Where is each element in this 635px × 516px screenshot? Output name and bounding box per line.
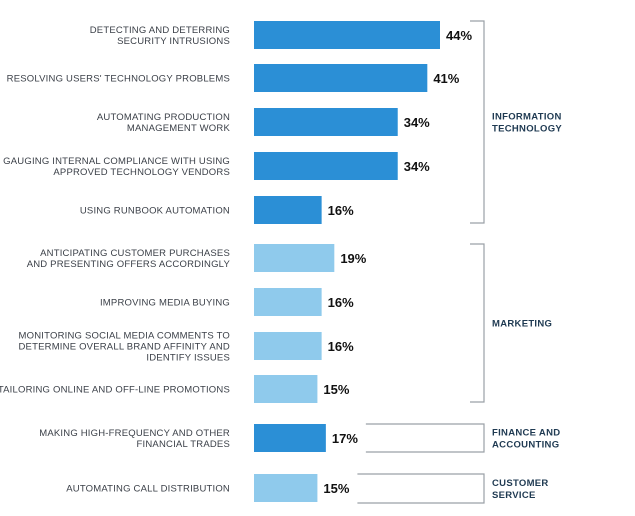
group-label-finance: ACCOUNTING	[492, 440, 559, 451]
category-label: RESOLVING USERS' TECHNOLOGY PROBLEMS	[7, 74, 230, 85]
category-label: AUTOMATING PRODUCTION	[97, 112, 230, 123]
category-label: IMPROVING MEDIA BUYING	[100, 298, 230, 309]
bar-automating-call-distribution	[254, 474, 318, 502]
value-label: 17%	[332, 431, 358, 446]
bar-gauging-internal-compliance-with-using-a	[254, 152, 398, 180]
category-label: AND PRESENTING OFFERS ACCORDINGLY	[27, 259, 231, 270]
bar-resolving-users-technology-problems	[254, 64, 428, 92]
group-label-finance: FINANCE AND	[492, 428, 560, 439]
category-label: MAKING HIGH-FREQUENCY AND OTHER	[39, 428, 230, 439]
group-label-marketing: MARKETING	[492, 319, 552, 330]
category-label: FINANCIAL TRADES	[137, 439, 230, 450]
category-label: TAILORING ONLINE AND OFF-LINE PROMOTIONS	[0, 385, 230, 396]
bar-using-runbook-automation	[254, 196, 322, 224]
group-bracket-it	[470, 20, 485, 224]
bar-improving-media-buying	[254, 288, 322, 316]
value-label: 34%	[404, 115, 430, 130]
bar-tailoring-online-and-off-line-promotions	[254, 375, 318, 403]
category-label: MANAGEMENT WORK	[127, 123, 231, 134]
category-label: IDENTIFY ISSUES	[146, 353, 230, 364]
bar-making-high-frequency-and-other-financia	[254, 424, 326, 452]
category-label: APPROVED TECHNOLOGY VENDORS	[53, 167, 230, 178]
group-bracket-customer-service	[357, 473, 485, 504]
value-label: 44%	[446, 28, 472, 43]
group-bracket-finance	[365, 423, 485, 453]
category-label: GAUGING INTERNAL COMPLIANCE WITH USING	[3, 156, 230, 167]
value-label: 16%	[328, 203, 354, 218]
category-label: DETECTING AND DETERRING	[90, 25, 230, 36]
value-label: 15%	[323, 382, 349, 397]
value-label: 15%	[323, 481, 349, 496]
value-label: 19%	[340, 251, 366, 266]
group-label-it: INFORMATION	[492, 112, 562, 123]
group-label-customer-service: CUSTOMER	[492, 478, 549, 489]
bar-automating-production-management-work	[254, 108, 398, 136]
value-label: 34%	[404, 159, 430, 174]
value-label: 41%	[433, 71, 459, 86]
group-label-customer-service: SERVICE	[492, 490, 536, 501]
category-label: AUTOMATING CALL DISTRIBUTION	[66, 484, 230, 495]
category-label: MONITORING SOCIAL MEDIA COMMENTS TO	[19, 331, 230, 342]
category-label: USING RUNBOOK AUTOMATION	[80, 206, 230, 217]
bar-detecting-and-deterring-security-intrusi	[254, 21, 440, 49]
category-label: ANTICIPATING CUSTOMER PURCHASES	[40, 248, 230, 259]
category-label: SECURITY INTRUSIONS	[117, 36, 230, 47]
bar-anticipating-customer-purchases-and-pres	[254, 244, 335, 272]
category-label: DETERMINE OVERALL BRAND AFFINITY AND	[19, 342, 231, 353]
group-bracket-marketing	[470, 243, 485, 403]
value-label: 16%	[328, 295, 354, 310]
value-label: 16%	[328, 339, 354, 354]
group-label-it: TECHNOLOGY	[492, 124, 562, 135]
bar-monitoring-social-media-comments-to-dete	[254, 332, 322, 360]
